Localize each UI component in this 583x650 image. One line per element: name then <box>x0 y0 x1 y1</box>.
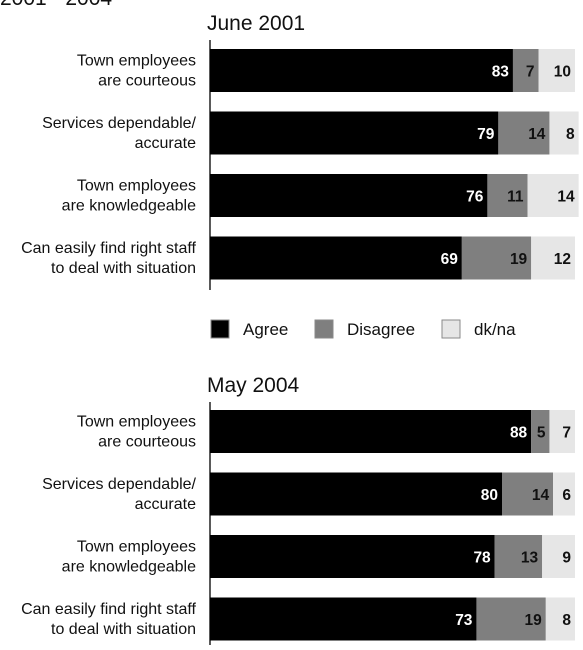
data-label: 11 <box>507 189 524 206</box>
legend-label: dk/na <box>474 320 516 339</box>
data-label: 73 <box>455 612 473 629</box>
panels: June 2001 Town employees are courteous 83 7 1… <box>21 12 579 645</box>
category-label: Services dependable/accurate <box>42 115 196 152</box>
category-label: Town employees are courteous <box>77 53 196 90</box>
legend-swatch <box>210 319 230 339</box>
data-label: 9 <box>562 550 571 567</box>
bar-dk-na <box>549 410 575 453</box>
data-label: 88 <box>510 425 528 442</box>
data-label: 69 <box>441 251 459 268</box>
data-label: 6 <box>562 487 571 504</box>
bar-agree <box>210 410 532 453</box>
bar-agree <box>210 111 499 155</box>
data-label: 7 <box>562 425 571 442</box>
bar-dk-na <box>542 535 575 578</box>
legend: Agree Disagree dk/na <box>210 319 516 339</box>
data-label: 14 <box>557 189 575 206</box>
panel-title: May 2004 <box>207 374 300 397</box>
data-label: 8 <box>562 612 571 629</box>
bar-agree <box>210 174 488 217</box>
data-label: 5 <box>537 425 546 442</box>
legend-swatch <box>441 319 461 339</box>
bar-disagree <box>512 49 539 92</box>
panel-may-2004: May 2004 Town employees are courteous 88 5 7 S… <box>21 374 575 645</box>
legend-label: Agree <box>243 320 288 339</box>
legend-swatch <box>314 319 334 339</box>
bar-disagree <box>461 236 532 280</box>
bar-agree <box>210 472 502 516</box>
data-label: 80 <box>481 487 498 504</box>
bar-disagree <box>531 410 550 453</box>
data-label: 19 <box>525 612 543 629</box>
category-label: Town employees are courteous <box>77 414 196 451</box>
bar-disagree <box>487 174 528 217</box>
bar-dk-na <box>549 111 579 155</box>
bar-agree <box>210 49 513 92</box>
data-label: 19 <box>510 251 528 268</box>
legend-item-dk-na: dk/na <box>441 319 516 339</box>
data-label: 14 <box>528 126 546 143</box>
data-label: 13 <box>521 550 539 567</box>
category-label: Town employees are knowledgeable <box>62 178 196 215</box>
data-label: 78 <box>473 550 491 567</box>
panel-june-2001: June 2001 Town employees are courteous 83 7 1… <box>21 12 579 290</box>
bar-disagree <box>494 535 543 578</box>
legend-label: Disagree <box>347 320 415 339</box>
bar-disagree <box>498 111 550 155</box>
panel-title: June 2001 <box>207 12 305 35</box>
data-label: 10 <box>554 64 571 81</box>
category-label: Services dependable/accurate <box>42 476 196 513</box>
data-label: 79 <box>477 126 495 143</box>
data-label: 8 <box>566 126 575 143</box>
bar-dk-na <box>527 174 579 217</box>
bar-dk-na <box>538 49 575 92</box>
bar-agree <box>210 236 462 280</box>
category-label: Town employees are knowledgeable <box>62 539 196 576</box>
data-label: 14 <box>532 487 550 504</box>
data-label: 83 <box>492 64 510 81</box>
bar-dk-na <box>531 236 575 280</box>
category-label: Can easily find right staff to deal with … <box>21 601 196 638</box>
bar-dk-na <box>553 472 575 516</box>
data-label: 76 <box>466 189 484 206</box>
bar-disagree <box>502 472 554 516</box>
bar-agree <box>210 597 477 641</box>
bar-dk-na <box>545 597 575 641</box>
bar-disagree <box>476 597 546 641</box>
bar-agree <box>210 535 495 578</box>
legend-item-disagree: Disagree <box>314 319 415 339</box>
top-title: 2001 - 2004 <box>0 0 112 10</box>
legend-item-agree: Agree <box>210 319 288 339</box>
category-label: Can easily find right staff to deal with … <box>21 240 196 277</box>
data-label: 12 <box>554 251 571 268</box>
data-label: 7 <box>526 64 535 81</box>
